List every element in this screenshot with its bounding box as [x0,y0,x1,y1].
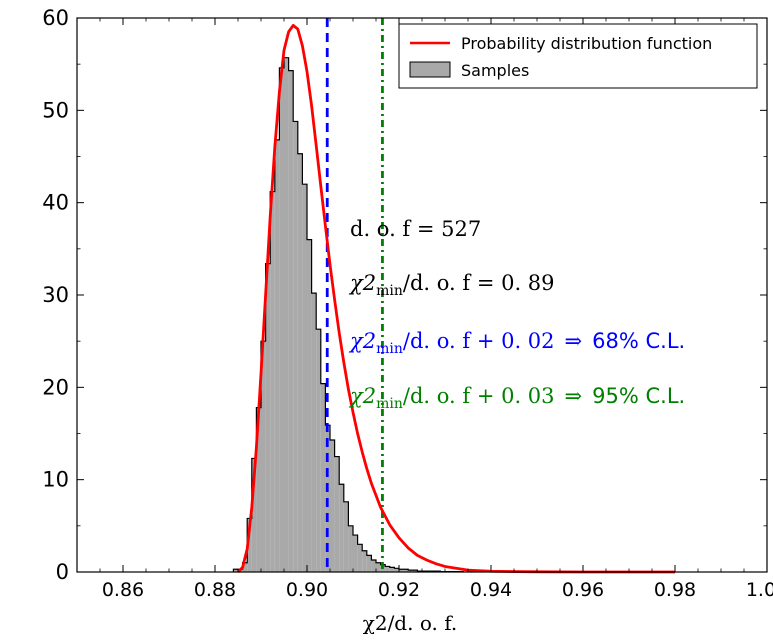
histogram-bar [371,559,376,572]
axis-ticks: 0.86 0.88 0.90 0.92 0.94 0.96 0.98 1.00 0 10 20 30 4… [42,6,773,601]
annotation-block: d. o. f = 527 χ2min/d. o. f = 0. 89 χ2mi… [348,217,685,412]
histogram-bar [311,293,317,572]
annotation-95cl: χ2min/d. o. f + 0. 03 ⇒ 95% C.L. [348,384,685,412]
histogram-bar [293,121,298,572]
legend-samples-swatch [409,61,451,78]
annotation-dof: d. o. f = 527 [350,217,481,241]
annotation-chi-min: χ2min/d. o. f = 0. 89 [348,271,555,299]
reference-lines [325,18,384,572]
y-tick-label: 10 [42,468,69,492]
y-tick-label: 60 [42,6,69,30]
legend-pdf-label: Probability distribution function [461,34,712,53]
histogram-bar [242,562,248,572]
x-tick-label: 0.88 [194,579,236,601]
y-tick-label: 30 [42,283,69,307]
histogram-bar [297,153,303,573]
histogram-bars [232,57,464,573]
histogram-bar [320,383,326,572]
legend-samples-label: Samples [461,61,529,80]
legend-box [398,23,758,89]
histogram-bar [408,570,413,572]
histogram-bar [302,184,307,572]
y-tick-label: 20 [42,375,69,399]
histogram-bar [389,567,395,572]
x-tick-label: 0.96 [562,579,604,601]
x-tick-label: 0.86 [102,579,144,601]
histogram-bar [348,525,353,572]
histogram-bar [357,544,363,572]
histogram-bar [284,57,289,573]
histogram-bar [279,67,284,573]
histogram-bar [362,550,367,572]
histogram-outline [232,57,464,573]
histogram-bar [330,439,335,572]
histogram-bar [251,458,257,572]
x-tick-label: 1.00 [746,579,773,601]
histogram-bar [376,562,381,572]
histogram-bar [385,566,390,572]
pdf-curve-layer [237,23,675,574]
histogram-bar [334,456,340,572]
y-tick-label: 40 [42,191,69,215]
x-tick-label: 0.92 [378,579,420,601]
histogram-bar [412,570,418,572]
histogram-bar [343,501,349,572]
pdf-curve [237,23,675,574]
histogram-bar [265,263,271,572]
histogram-bar [261,341,266,572]
histogram-bar [339,484,344,572]
y-tick-label: 0 [56,560,69,584]
x-tick-label: 0.94 [470,579,512,601]
x-axis-label: χ2/d. o. f. [363,611,458,635]
histogram-bar [316,329,321,572]
x-tick-label: 0.98 [654,579,696,601]
histogram-bar [270,191,275,572]
histogram-bar [233,569,238,572]
histogram-bar [353,535,358,572]
annotation-68cl: χ2min/d. o. f + 0. 02 ⇒ 68% C.L. [348,329,685,357]
legend: Probability distribution function Sample… [398,23,758,89]
histogram-bar [256,407,261,572]
histogram-bar [366,555,372,572]
histogram-bar [307,239,312,572]
histogram-bar [403,569,409,572]
histogram-bar [394,568,399,572]
histogram-bar [288,70,294,572]
histogram-bar [399,569,404,572]
histogram-bar [274,139,280,572]
histogram-bar [247,518,252,572]
y-tick-label: 50 [42,98,69,122]
x-tick-label: 0.90 [286,579,328,601]
